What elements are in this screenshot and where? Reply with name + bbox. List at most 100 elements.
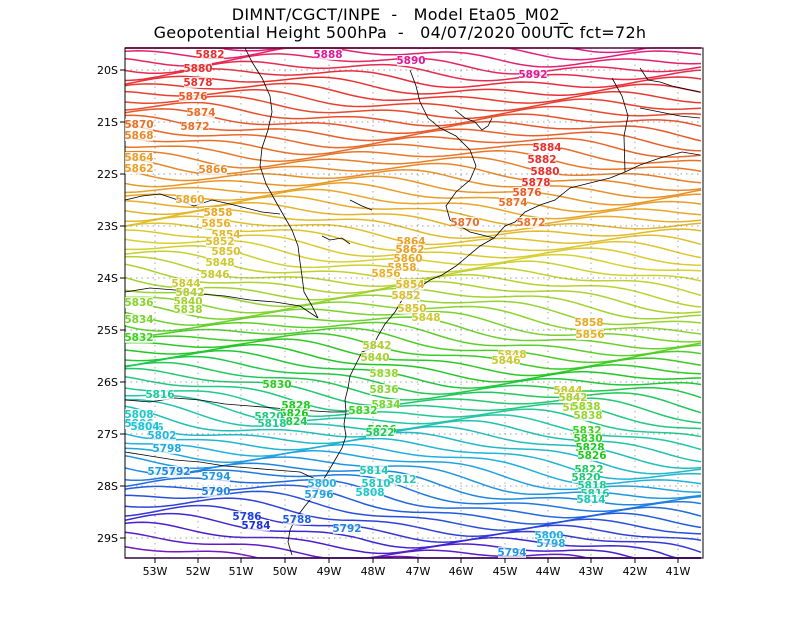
contour-label: 5788 <box>282 514 311 526</box>
contour-label-bg <box>573 425 601 436</box>
contour-line <box>124 145 702 173</box>
contour-label: 5842 <box>362 340 391 352</box>
contour-line <box>124 60 702 82</box>
contour-label-bg <box>280 408 308 419</box>
lon-tick-label: 46W <box>449 565 474 578</box>
contour-label-bg <box>153 443 181 454</box>
contour-label-bg <box>125 297 153 308</box>
contour-label-bg <box>202 486 230 497</box>
contour-line <box>124 338 702 377</box>
contour-label-bg <box>356 487 384 498</box>
contour-label-bg <box>212 229 240 240</box>
lon-tick-label: 45W <box>493 565 518 578</box>
contour-label: 5836 <box>369 384 398 396</box>
lon-tick-label: 43W <box>579 565 604 578</box>
contour-line <box>124 175 702 206</box>
lat-tick-label: 28S <box>97 480 118 493</box>
contour-label: 5870 <box>450 217 479 229</box>
lon-tick-label: 47W <box>406 565 431 578</box>
contour-label: 5818 <box>257 418 286 430</box>
contour-line <box>124 168 702 199</box>
contour-label: 5852 <box>205 236 234 248</box>
contour-label-bg <box>388 262 416 273</box>
contour-label-bg <box>282 400 310 411</box>
contour-label-bg <box>572 472 600 483</box>
contour-label: 5802 <box>147 430 176 442</box>
contour-label-bg <box>125 332 153 343</box>
contour-label-bg <box>206 236 234 247</box>
contour-label: 5856 <box>201 218 230 230</box>
contour-label-bg <box>372 268 400 279</box>
contour-label: 5880 <box>530 166 559 178</box>
contour-label: 5856 <box>575 329 604 341</box>
contour-label: 5816 <box>145 389 174 401</box>
lon-tick-label: 53W <box>143 565 168 578</box>
state-border-3 <box>124 287 319 319</box>
contour-label-bg <box>559 392 587 403</box>
contour-label: 5880 <box>183 63 212 75</box>
contour-label-bg <box>308 478 336 489</box>
contour-label: 5858 <box>574 317 603 329</box>
contour-label-bg <box>125 314 153 325</box>
contour-line <box>124 355 702 399</box>
lat-tick-label: 25S <box>97 324 118 337</box>
contour-label: 5826 <box>577 450 606 462</box>
contour-label-bg <box>499 197 527 208</box>
contour-label-bg <box>125 409 153 420</box>
contour-label: 5794 <box>201 471 230 483</box>
contour-label: 5884 <box>532 142 561 154</box>
contour-label-bg <box>125 130 153 141</box>
title-line-2: Geopotential Height 500hPa - 04/07/2020 … <box>153 23 647 42</box>
contour-line <box>124 521 701 559</box>
contour-label: 5852 <box>391 290 420 302</box>
contour-label: 5850 <box>211 246 240 258</box>
contour-label-bg <box>162 466 190 477</box>
lat-tick-label: 20S <box>97 64 118 77</box>
contour-label: 5814 <box>576 494 605 506</box>
contour-label: 5854 <box>395 279 424 291</box>
contour-label: 5878 <box>183 77 212 89</box>
contour-label-bg <box>388 474 416 485</box>
contour-line <box>125 394 702 451</box>
contour-label-bg <box>492 355 520 366</box>
contour-label-bg <box>258 418 286 429</box>
contour-label-bg <box>179 91 207 102</box>
contour-label-bg <box>522 177 550 188</box>
contour-label-bg <box>372 399 400 410</box>
contour-label-bg <box>531 166 559 177</box>
contour-label-bg <box>397 55 425 66</box>
contour-label-bg <box>370 368 398 379</box>
lon-tick-label: 49W <box>317 565 342 578</box>
contour-label: 5838 <box>173 304 202 316</box>
contour-value-labels: 5892589058885884588258825880588058785878… <box>124 49 610 559</box>
contour-line <box>124 108 702 142</box>
contour-label: 5870 <box>124 119 153 131</box>
contour-line <box>124 469 702 513</box>
contour-label: 5872 <box>180 121 209 133</box>
contour-label-bg <box>333 523 361 534</box>
contour-label-bg <box>498 547 526 558</box>
contour-label-bg <box>255 411 283 422</box>
contour-label-bg <box>279 416 307 427</box>
contour-line <box>124 182 702 213</box>
contour-label-bg <box>360 465 388 476</box>
contour-line <box>124 433 702 480</box>
contour-label: 5864 <box>124 152 153 164</box>
lon-tick-label: 44W <box>536 565 561 578</box>
contour-label: 5798 <box>152 443 181 455</box>
contour-label: 5792 <box>161 466 190 478</box>
contour-label-bg <box>397 236 425 247</box>
contour-label: 5878 <box>521 177 550 189</box>
contour-label-bg <box>146 389 174 400</box>
contour-label-bg <box>196 49 224 60</box>
contour-label-bg <box>572 401 600 412</box>
lon-tick-label: 50W <box>273 565 298 578</box>
contour-line <box>124 361 702 414</box>
contour-label: 5794 <box>497 547 526 559</box>
contour-label: 5848 <box>411 312 440 324</box>
contour-label: 5814 <box>359 465 388 477</box>
contour-line <box>124 321 702 357</box>
contour-label: 5882 <box>527 154 556 166</box>
contour-label-bg <box>451 217 479 228</box>
